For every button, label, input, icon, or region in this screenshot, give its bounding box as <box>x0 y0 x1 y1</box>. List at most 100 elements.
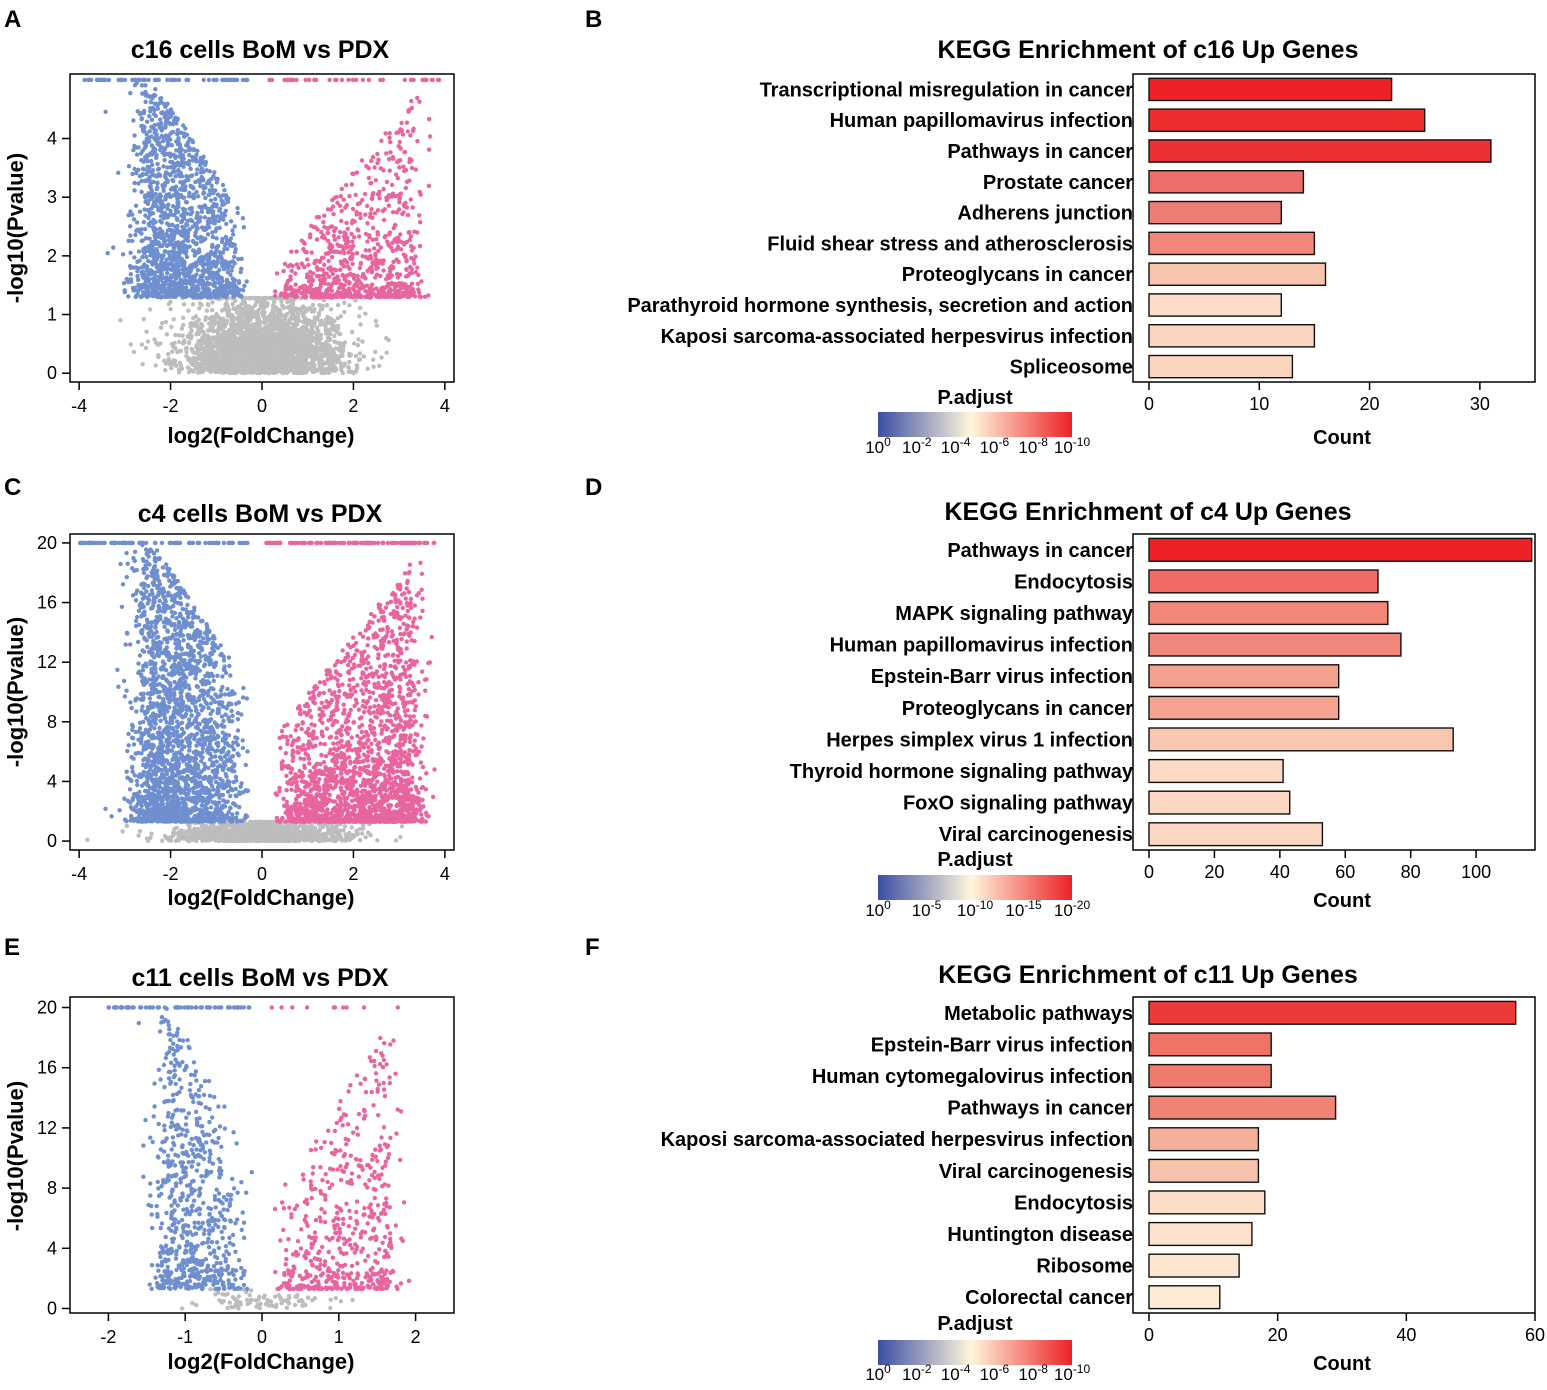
volcano-point-ns <box>229 324 234 329</box>
volcano-point-ns <box>272 299 277 305</box>
volcano-point-up <box>410 128 416 134</box>
volcano-point-down <box>226 240 231 246</box>
volcano-point-ns <box>221 347 227 353</box>
volcano-point-up <box>401 164 406 169</box>
volcano-point-down <box>153 87 158 92</box>
volcano-point-ns <box>195 342 200 348</box>
volcano-point-up <box>322 213 327 218</box>
volcano-point-down <box>116 77 121 83</box>
volcano-point-down <box>232 254 237 260</box>
volcano-point-up <box>332 237 338 242</box>
volcano-point-down <box>235 205 240 211</box>
volcano-point-up <box>349 256 354 262</box>
volcano-point-up <box>329 294 334 299</box>
volcano-point-ns <box>330 352 336 357</box>
volcano-point-down <box>160 150 165 155</box>
volcano-point-down <box>170 122 176 127</box>
volcano-point-down <box>244 279 249 284</box>
volcano-point-up <box>405 129 410 134</box>
volcano-point-down <box>139 189 144 195</box>
volcano-point-ns <box>260 342 265 348</box>
volcano-point-ns <box>225 333 230 339</box>
volcano-point-down <box>158 218 163 224</box>
volcano-point-ns <box>194 361 199 366</box>
volcano-point-ns <box>254 299 259 305</box>
volcano-point-up <box>367 294 372 300</box>
volcano-point-up <box>292 294 297 299</box>
volcano-point-down <box>212 170 217 175</box>
volcano-point-up <box>426 147 432 152</box>
volcano-point-ns <box>297 341 302 346</box>
volcano-point-down <box>163 281 168 286</box>
volcano-point-down <box>153 219 158 224</box>
volcano-point-down <box>208 198 214 203</box>
volcano-point-down <box>143 83 148 88</box>
volcano-point-down <box>218 194 223 199</box>
volcano-point-down <box>195 167 200 172</box>
volcano-point-down <box>146 191 151 196</box>
volcano-point-down <box>179 229 185 234</box>
volcano-point-down <box>140 238 145 243</box>
volcano-point-up <box>373 178 379 183</box>
volcano-point-up <box>417 99 422 104</box>
volcano-point-ns <box>192 350 197 356</box>
volcano-point-up <box>356 277 361 283</box>
volcano-point-down <box>143 213 148 218</box>
volcano-point-down <box>194 227 199 232</box>
volcano-point-up <box>344 203 349 208</box>
volcano-point-ns <box>281 330 286 336</box>
volcano-point-down <box>162 115 167 120</box>
volcano-point-up <box>289 268 294 273</box>
volcano-point-down <box>175 217 180 222</box>
volcano-point-up <box>377 196 382 201</box>
volcano-point-up <box>397 192 402 197</box>
volcano-point-ns <box>180 333 185 338</box>
volcano-point-up <box>375 161 380 166</box>
volcano-point-up <box>369 158 374 164</box>
volcano-point-down <box>149 134 154 139</box>
volcano-point-down <box>201 292 207 298</box>
volcano-point-up <box>284 294 290 300</box>
volcano-point-ns <box>189 346 194 352</box>
volcano-point-ns <box>347 303 352 308</box>
volcano-point-up <box>319 230 324 235</box>
volcano-point-down <box>157 140 162 146</box>
volcano-point-ns <box>280 336 285 341</box>
volcano-point-down <box>207 192 212 197</box>
volcano-point-up <box>404 274 409 279</box>
volcano-point-down <box>128 209 133 214</box>
volcano-point-down <box>145 119 150 124</box>
volcano-point-up <box>320 277 326 283</box>
volcano-point-down <box>122 77 128 83</box>
volcano-point-up <box>355 294 360 299</box>
volcano-point-down <box>185 245 190 250</box>
volcano-point-down <box>132 180 137 186</box>
volcano-point-ns <box>284 312 289 318</box>
volcano-point-down <box>205 294 211 300</box>
volcano-point-down <box>222 201 227 207</box>
volcano-point-up <box>374 258 379 263</box>
volcano-point-down <box>162 157 167 163</box>
volcano-point-ns <box>282 326 288 332</box>
volcano-point-down <box>183 251 188 256</box>
volcano-point-ns <box>241 359 246 364</box>
volcano-point-ns <box>353 353 359 359</box>
volcano-point-down <box>155 195 160 201</box>
volcano-point-down <box>178 180 183 185</box>
volcano-point-down <box>173 241 178 247</box>
volcano-point-down <box>187 152 192 158</box>
volcano-point-ns <box>226 365 231 370</box>
volcano-point-down <box>182 287 187 292</box>
volcano-point-up <box>378 258 383 263</box>
volcano-point-down <box>103 109 108 115</box>
volcano-point-up <box>360 197 365 203</box>
volcano-point-ns <box>318 366 324 371</box>
volcano-point-ns <box>312 318 318 323</box>
volcano-point-up <box>301 240 307 245</box>
volcano-point-down <box>222 188 227 193</box>
volcano-point-down <box>157 244 163 249</box>
volcano-point-up <box>310 287 315 292</box>
volcano-point-down <box>235 289 241 294</box>
volcano-point-up <box>386 203 391 208</box>
volcano-point-up <box>417 189 422 195</box>
